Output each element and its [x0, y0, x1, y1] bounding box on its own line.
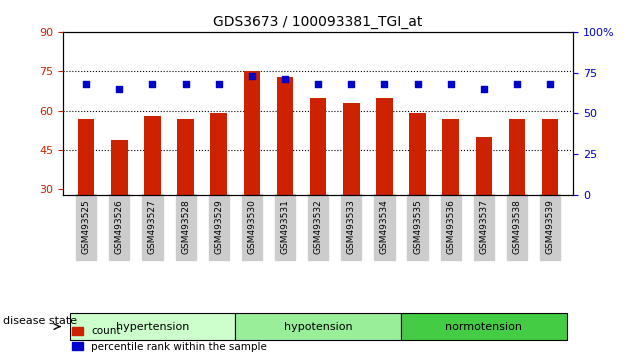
- Bar: [244, 71, 260, 268]
- Bar: [476, 137, 492, 268]
- Point: [545, 81, 555, 87]
- Bar: [442, 119, 459, 268]
- Text: normotension: normotension: [445, 321, 522, 332]
- Point: [114, 86, 124, 92]
- Point: [346, 81, 357, 87]
- Bar: [277, 76, 294, 268]
- Point: [147, 81, 158, 87]
- Bar: [210, 113, 227, 268]
- Point: [313, 81, 323, 87]
- Point: [214, 81, 224, 87]
- Point: [181, 81, 191, 87]
- Point: [379, 81, 389, 87]
- Text: disease state: disease state: [3, 316, 77, 326]
- Point: [280, 76, 290, 82]
- Bar: [542, 119, 558, 268]
- Bar: [144, 116, 161, 268]
- Point: [247, 73, 257, 79]
- Bar: [177, 119, 194, 268]
- Point: [512, 81, 522, 87]
- Point: [445, 81, 455, 87]
- Bar: [111, 139, 128, 268]
- Legend: count, percentile rank within the sample: count, percentile rank within the sample: [68, 322, 271, 354]
- Point: [413, 81, 423, 87]
- Bar: [78, 119, 94, 268]
- Text: hypertension: hypertension: [116, 321, 189, 332]
- Bar: [410, 113, 426, 268]
- Point: [81, 81, 91, 87]
- Bar: [508, 119, 525, 268]
- Bar: [343, 103, 360, 268]
- Bar: [376, 97, 392, 268]
- Point: [479, 86, 489, 92]
- Title: GDS3673 / 100093381_TGI_at: GDS3673 / 100093381_TGI_at: [214, 16, 423, 29]
- Bar: [310, 97, 326, 268]
- Text: hypotension: hypotension: [284, 321, 352, 332]
